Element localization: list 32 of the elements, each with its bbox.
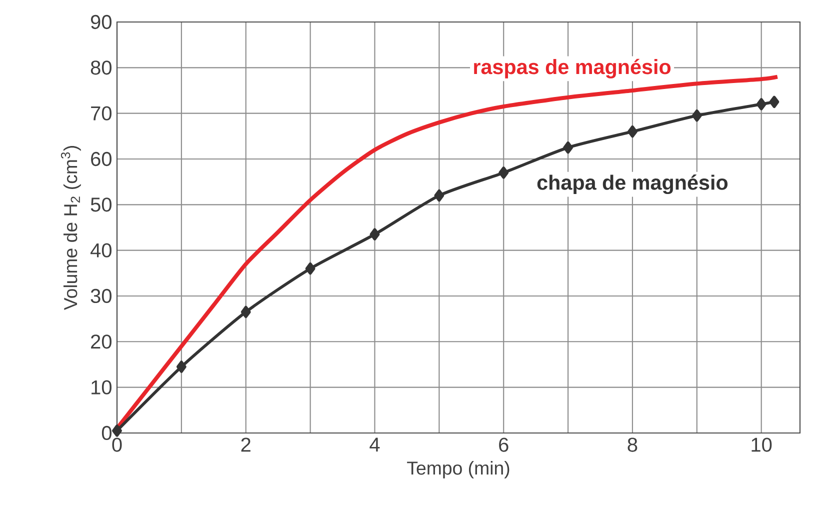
y-axis-title: Volume de H$_{2}$ (cm$^{3}$) [60,146,81,310]
y-tick-label: 20 [91,334,112,349]
y-tick-label: 50 [90,198,112,212]
y-tick-label: 40 [90,243,112,258]
x-tick-label: 8 [628,438,638,452]
y-tick-label: 60 [91,152,112,166]
x-tick-label: 0 [112,438,122,452]
y-tick-label: 30 [90,288,112,304]
x-tick-label: 4 [370,438,380,452]
x-axis-title: Tempo (min) [407,461,510,478]
point [112,424,122,437]
y-tick-label: 10 [92,380,112,394]
point [756,98,766,110]
series-label: raspas de magnésio [474,58,671,78]
point [498,166,509,179]
point [176,360,186,373]
point [434,189,444,202]
point [692,109,702,122]
y-tick-label: 0 [102,426,112,440]
point [628,125,638,138]
y-tick-label: 90 [90,14,112,30]
x-tick-label: 10 [752,438,772,452]
y-tick-label: 80 [90,60,112,75]
y-tick-label: 70 [91,106,112,120]
point [305,262,316,275]
point [370,228,380,240]
point [240,306,251,318]
point [769,96,780,108]
x-tick-label: 2 [241,438,250,452]
point [563,141,574,154]
series-label: chapa de magnésio [537,174,728,194]
x-tick-label: 6 [499,438,508,452]
